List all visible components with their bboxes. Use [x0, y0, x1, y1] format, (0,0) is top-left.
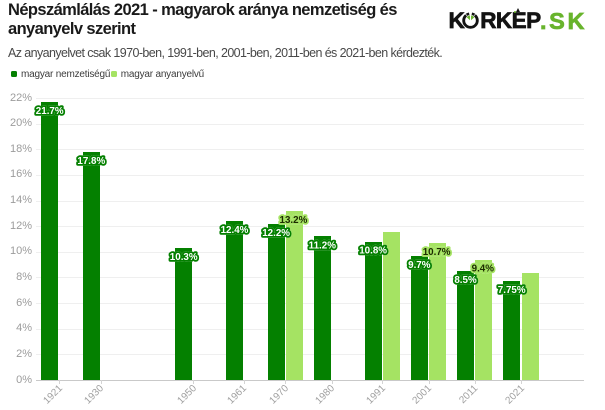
- svg-text:9.4%: 9.4%: [472, 264, 495, 275]
- svg-text:7.75%: 7.75%: [498, 285, 526, 296]
- svg-text:13.2%: 13.2%: [280, 215, 308, 226]
- svg-text:21.7%: 21.7%: [36, 106, 64, 117]
- svg-text:10.8%: 10.8%: [359, 246, 387, 257]
- svg-text:12.4%: 12.4%: [221, 225, 249, 236]
- svg-text:8.5%: 8.5%: [454, 275, 477, 286]
- svg-text:8.5%: 8.5%: [454, 275, 477, 286]
- svg-text:9.7%: 9.7%: [408, 260, 431, 271]
- svg-text:17.8%: 17.8%: [77, 156, 105, 167]
- svg-text:11.2%: 11.2%: [309, 241, 337, 252]
- svg-text:11.2%: 11.2%: [309, 241, 337, 252]
- svg-text:9.7%: 9.7%: [408, 260, 431, 271]
- svg-text:9.4%: 9.4%: [472, 264, 495, 275]
- svg-text:10.7%: 10.7%: [423, 247, 451, 258]
- svg-text:21.7%: 21.7%: [36, 106, 64, 117]
- svg-text:12.2%: 12.2%: [262, 228, 290, 239]
- svg-text:7.75%: 7.75%: [498, 285, 526, 296]
- svg-text:10.3%: 10.3%: [170, 252, 198, 263]
- svg-text:10.3%: 10.3%: [170, 252, 198, 263]
- svg-text:10.7%: 10.7%: [423, 247, 451, 258]
- svg-text:17.8%: 17.8%: [77, 156, 105, 167]
- svg-text:10.8%: 10.8%: [359, 246, 387, 257]
- svg-text:12.2%: 12.2%: [262, 228, 290, 239]
- svg-text:12.4%: 12.4%: [221, 225, 249, 236]
- svg-text:13.2%: 13.2%: [280, 215, 308, 226]
